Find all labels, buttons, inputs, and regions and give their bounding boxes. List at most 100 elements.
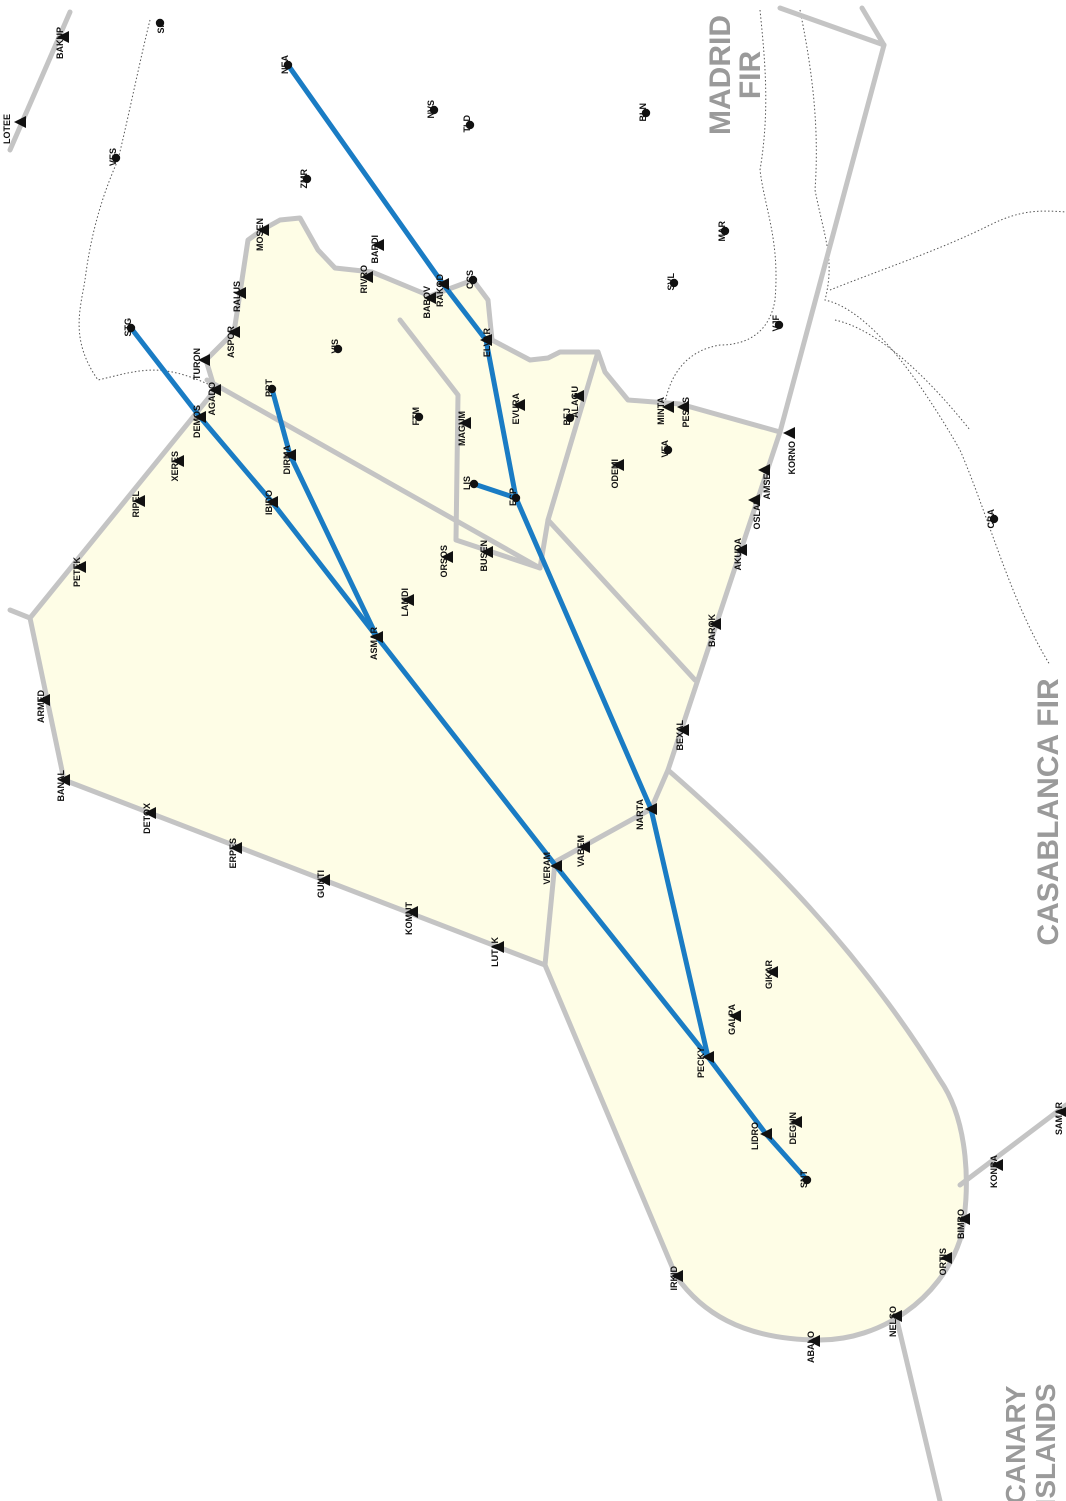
waypoint-bln[interactable]: BLN (638, 103, 651, 122)
waypoint-turon[interactable]: TURON (192, 348, 210, 380)
waypoint-triangle-icon (257, 224, 269, 236)
waypoint-abalo[interactable]: ABALO (806, 1331, 820, 1363)
waypoint-asmar[interactable]: ASMAR (369, 627, 383, 660)
waypoint-mar[interactable]: MAR (717, 221, 730, 242)
waypoint-degun[interactable]: DEGUN (788, 1112, 802, 1145)
waypoint-vfa[interactable]: VFA (660, 440, 673, 458)
waypoint-orsos[interactable]: ORSOS (439, 545, 453, 578)
navaid-dot-icon (989, 514, 999, 524)
waypoint-label: AMSEL (762, 467, 772, 499)
waypoint-nelso[interactable]: NELSO (888, 1306, 902, 1337)
waypoint-pesas[interactable]: PESAS (677, 397, 691, 428)
waypoint-label: GIKAR (764, 960, 774, 990)
waypoint-evura[interactable]: EVURA (511, 393, 525, 425)
waypoint-label: NVS (426, 100, 436, 119)
canary-fir-label-line: FIR (1060, 1422, 1066, 1467)
waypoint-erpes[interactable]: ERPES (228, 838, 242, 869)
waypoint-barok[interactable]: BAROK (707, 614, 721, 647)
waypoint-vjf[interactable]: VJF (771, 315, 784, 332)
waypoint-elvar[interactable]: ELVAR (480, 328, 492, 358)
waypoint-bexal[interactable]: BEXAL (675, 720, 689, 751)
madrid-fir-label-line: MADRID (704, 15, 737, 135)
waypoint-lamdi[interactable]: LAMDI (400, 588, 414, 617)
waypoint-gunti[interactable]: GUNTI (316, 870, 330, 898)
waypoint-oslad[interactable]: OSLAD (748, 494, 762, 530)
waypoint-rivro[interactable]: RIVRO (359, 265, 373, 294)
waypoint-vabem[interactable]: VABEM (576, 835, 590, 867)
waypoint-vis[interactable]: VIS (330, 339, 343, 354)
waypoint-triangle-icon (372, 239, 384, 251)
waypoint-agado[interactable]: AGADO (207, 382, 221, 416)
waypoint-label: GALPA (727, 1004, 737, 1035)
waypoint-triangle-icon (58, 774, 70, 786)
waypoint-akuda[interactable]: AKUDA (733, 538, 747, 571)
waypoint-label: NEA (280, 55, 290, 75)
waypoint-ripel[interactable]: RIPEL (131, 491, 145, 518)
waypoint-komut[interactable]: KOMUT (404, 902, 418, 935)
waypoint-lis[interactable]: LIS (462, 476, 479, 490)
waypoint-rakod[interactable]: RAKOD (435, 274, 449, 307)
waypoint-bej[interactable]: BEJ (562, 408, 575, 426)
waypoint-dirma[interactable]: DIRMA (282, 445, 296, 475)
waypoint-tld[interactable]: TLD (462, 115, 475, 133)
waypoint-lotee[interactable]: LOTEE (2, 114, 26, 144)
waypoint-minta[interactable]: MINTA (656, 397, 674, 425)
waypoint-mosen[interactable]: MOSEN (255, 218, 269, 251)
waypoint-busen[interactable]: BUSEN (479, 540, 493, 572)
waypoint-irkid[interactable]: IRKID (669, 1266, 683, 1291)
waypoint-petek[interactable]: PETEK (72, 557, 86, 588)
waypoint-pecky[interactable]: PECKY (696, 1047, 714, 1078)
waypoint-nea[interactable]: NEA (280, 55, 293, 75)
waypoint-samar[interactable]: SAMAR (1054, 1102, 1066, 1135)
waypoint-zmr[interactable]: ZMR (299, 169, 312, 189)
waypoint-demos[interactable]: DEMOS (192, 405, 206, 438)
waypoint-bardi[interactable]: BARDI (370, 235, 384, 264)
waypoint-magum[interactable]: MAGUM (457, 411, 471, 446)
waypoint-triangle-icon (790, 1116, 802, 1128)
waypoint-ralus[interactable]: RALUS (232, 281, 246, 312)
waypoint-detox[interactable]: DETOX (142, 803, 156, 834)
waypoint-korno[interactable]: KORNO (783, 427, 797, 475)
navaid-dot-icon (333, 344, 343, 354)
waypoint-esp[interactable]: ESP (508, 488, 521, 506)
waypoint-stg[interactable]: STG (123, 318, 136, 337)
waypoint-prt[interactable]: PRT (264, 378, 277, 397)
waypoint-ccs[interactable]: CCS (465, 270, 478, 289)
waypoint-alagu[interactable]: ALAGU (570, 386, 584, 418)
waypoint-lidro[interactable]: LIDRO (750, 1122, 772, 1150)
waypoint-babov[interactable]: BABOV (422, 286, 436, 319)
waypoint-cba[interactable]: CBA (986, 509, 999, 529)
waypoint-ftm[interactable]: FTM (411, 407, 424, 426)
waypoint-veram[interactable]: VERAM (542, 852, 562, 885)
waypoint-banal[interactable]: BANAL (56, 770, 70, 802)
navaid-dot-icon (468, 275, 478, 285)
waypoints: LOTEE BAKUP SN VES NEA NVS TLD BLN ZMR MOSEN BARDI… (2, 18, 1066, 1363)
waypoint-label: VABEM (576, 835, 586, 867)
waypoint-galpa[interactable]: GALPA (727, 1004, 741, 1035)
waypoint-lutak[interactable]: LUTAK (490, 937, 504, 967)
waypoint-triangle-icon (230, 842, 242, 854)
waypoint-gikar[interactable]: GIKAR (764, 960, 778, 990)
waypoint-triangle-icon (671, 1270, 683, 1282)
waypoint-snt[interactable]: SNT (799, 1169, 812, 1188)
waypoint-ves[interactable]: VES (108, 148, 121, 166)
waypoint-ortis[interactable]: ORTIS (938, 1248, 952, 1276)
waypoint-xeres[interactable]: XERES (170, 451, 184, 482)
waypoint-bakup[interactable]: BAKUP (55, 27, 69, 59)
waypoint-label: ODEMI (610, 459, 620, 489)
waypoint-triangle-icon (748, 494, 760, 506)
waypoint-aspor[interactable]: ASPOR (226, 326, 240, 359)
waypoint-bimbo[interactable]: BIMBO (956, 1209, 970, 1239)
waypoint-triangle-icon (74, 561, 86, 573)
waypoint-svl[interactable]: SVL (666, 273, 679, 291)
waypoint-armed[interactable]: ARMED (36, 690, 50, 723)
waypoint-ibido[interactable]: IBIDO (264, 490, 278, 515)
waypoint-triangle-icon (14, 116, 26, 128)
waypoint-odemi[interactable]: ODEMI (610, 459, 624, 489)
waypoint-triangle-icon (480, 334, 492, 346)
waypoint-konba[interactable]: KONBA (989, 1155, 1003, 1188)
waypoint-narta[interactable]: NARTA (635, 799, 657, 830)
waypoint-nvs[interactable]: NVS (426, 100, 439, 119)
waypoint-sn[interactable]: SN (155, 18, 166, 34)
waypoint-amsel[interactable]: AMSEL (758, 464, 772, 500)
